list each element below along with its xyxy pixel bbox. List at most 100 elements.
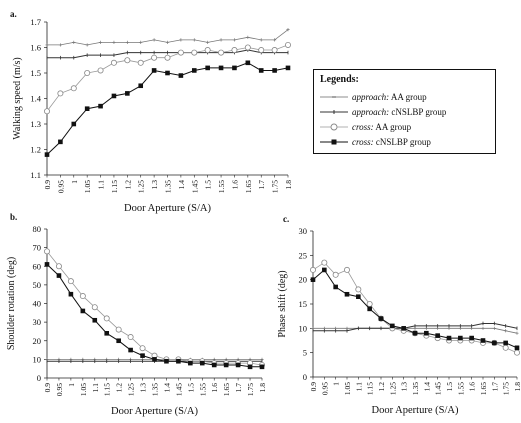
x-tick-label: 1.05 bbox=[79, 383, 88, 396]
panel-a: a. 1.1 1.2 1.3 1.4 1.5 1.6 1.7 0.9 0.95 1 1.05 1.1 1.… bbox=[10, 9, 293, 214]
x-tick-label: 1.15 bbox=[366, 382, 375, 395]
x-tick-label: 1.25 bbox=[127, 383, 136, 396]
x-tick-label: 1.7 bbox=[257, 180, 266, 190]
data-point-approach-aa bbox=[481, 326, 485, 330]
data-point-cross-cnslbp bbox=[58, 139, 63, 145]
y-tick-label: 1.7 bbox=[30, 17, 41, 27]
x-tick-label: 1.65 bbox=[222, 383, 231, 396]
data-point-cross-aa bbox=[44, 248, 51, 255]
data-point-cross-cnslbp bbox=[367, 306, 372, 312]
data-point-approach-aa bbox=[504, 329, 508, 333]
data-point-cross-cnslbp bbox=[412, 330, 418, 336]
y-tick-label: 1.3 bbox=[30, 119, 41, 129]
x-tick-label: 1.5 bbox=[186, 383, 195, 393]
x-tick-label: 1.65 bbox=[244, 180, 253, 193]
data-point-cross-cnslbp bbox=[111, 93, 117, 99]
data-point-cross-aa bbox=[151, 54, 158, 61]
data-point-approach-aa bbox=[179, 38, 183, 42]
x-tick-label: 1.2 bbox=[377, 382, 386, 392]
data-point-cross-aa bbox=[231, 47, 238, 54]
data-point-cross-cnslbp bbox=[285, 65, 291, 71]
x-tick-label: 1.5 bbox=[445, 382, 454, 392]
data-point-cross-cnslbp bbox=[188, 360, 193, 366]
series-cross-cnslbp bbox=[44, 60, 291, 157]
data-point-cross-cnslbp bbox=[401, 326, 406, 331]
data-point-cross-aa bbox=[271, 47, 278, 54]
x-axis-title: Door Aperture (S/A) bbox=[111, 406, 198, 417]
data-point-cross-aa bbox=[55, 263, 62, 270]
data-point-cross-cnslbp bbox=[503, 340, 508, 346]
y-tick-label: 40 bbox=[33, 299, 42, 309]
y-tick-label: 0 bbox=[303, 372, 307, 382]
data-point-cross-cnslbp bbox=[165, 70, 170, 76]
data-point-cross-aa bbox=[127, 334, 134, 341]
x-axis-title: Door Aperture (S/A) bbox=[372, 405, 459, 416]
x-tick-label: 1.6 bbox=[230, 180, 239, 190]
legend: Legends: approach: AA group approach: cN… bbox=[313, 69, 496, 154]
x-tick-label: 1.5 bbox=[204, 180, 213, 190]
data-point-cross-aa bbox=[355, 286, 362, 293]
x-tick-label: 1.3 bbox=[150, 180, 159, 190]
data-point-cross-cnslbp bbox=[322, 267, 327, 273]
x-tick-label: 1.4 bbox=[177, 180, 186, 190]
x-tick-label: 1.1 bbox=[354, 382, 363, 392]
data-point-cross-cnslbp bbox=[259, 364, 265, 370]
data-point-cross-aa bbox=[204, 47, 211, 54]
series-cross-aa bbox=[44, 248, 265, 368]
panel-label: a. bbox=[10, 9, 17, 19]
data-point-cross-aa bbox=[218, 49, 225, 56]
y-tick-label: 20 bbox=[33, 336, 42, 346]
legend-title: Legends: bbox=[320, 74, 359, 85]
x-tick-label: 1 bbox=[332, 382, 341, 386]
data-point-cross-cnslbp bbox=[84, 106, 90, 111]
x-tick-label: 1.3 bbox=[139, 383, 148, 393]
data-point-cross-cnslbp bbox=[125, 91, 130, 96]
data-point-cross-cnslbp bbox=[378, 316, 384, 321]
y-tick-label: 25 bbox=[299, 250, 308, 260]
data-point-cross-cnslbp bbox=[164, 358, 169, 364]
data-point-cross-cnslbp bbox=[176, 358, 181, 364]
data-point-cross-cnslbp bbox=[232, 65, 237, 71]
data-point-cross-aa bbox=[115, 326, 122, 333]
data-point-cross-aa bbox=[84, 70, 91, 77]
data-point-cross-aa bbox=[321, 259, 328, 266]
data-point-cross-aa bbox=[366, 300, 373, 307]
x-axis-title: Door Aperture (S/A) bbox=[124, 203, 211, 214]
data-point-cross-aa bbox=[110, 59, 117, 66]
data-point-cross-aa bbox=[91, 304, 98, 311]
x-tick-label: 1.25 bbox=[137, 180, 146, 193]
x-tick-label: 1.7 bbox=[490, 382, 499, 392]
x-tick-label: 1.75 bbox=[271, 180, 280, 193]
data-point-cross-aa bbox=[124, 57, 131, 64]
x-tick-label: 1.8 bbox=[513, 382, 521, 392]
data-point-cross-cnslbp bbox=[191, 68, 197, 73]
data-point-cross-cnslbp bbox=[104, 331, 110, 336]
data-point-cross-cnslbp bbox=[138, 83, 144, 89]
x-tick-label: 1.75 bbox=[246, 383, 255, 396]
x-tick-label: 1.75 bbox=[502, 382, 511, 395]
y-tick-label: 10 bbox=[299, 323, 308, 333]
x-tick-label: 1.55 bbox=[456, 382, 465, 395]
y-tick-label: 10 bbox=[33, 354, 42, 364]
legend-item-approach-cnslbp: approach: cNSLBP group bbox=[320, 105, 446, 118]
x-tick-label: 1.35 bbox=[411, 382, 420, 395]
data-point-cross-aa bbox=[343, 266, 350, 273]
series-cross-cnslbp bbox=[310, 267, 520, 351]
legend-item-cross-aa: cross: AA group bbox=[320, 120, 411, 133]
x-tick-label: 1.2 bbox=[123, 180, 132, 190]
data-point-approach-aa bbox=[232, 38, 237, 42]
y-tick-label: 1.5 bbox=[30, 68, 41, 78]
data-point-cross-aa bbox=[97, 67, 104, 74]
x-tick-label: 1 bbox=[70, 180, 79, 184]
data-point-cross-aa bbox=[79, 293, 86, 300]
x-tick-label: 1.45 bbox=[190, 180, 199, 193]
legend-label-approach-aa: approach: AA group bbox=[352, 91, 427, 102]
legend-label-cross-aa: cross: AA group bbox=[352, 121, 412, 132]
data-point-cross-aa bbox=[164, 54, 171, 61]
legend-swatch-cross-aa bbox=[320, 123, 348, 130]
data-point-approach-aa bbox=[125, 40, 129, 44]
data-point-cross-cnslbp bbox=[223, 362, 229, 368]
y-tick-label: 5 bbox=[303, 348, 307, 358]
data-point-cross-cnslbp bbox=[98, 103, 103, 109]
data-point-cross-cnslbp bbox=[178, 73, 184, 78]
